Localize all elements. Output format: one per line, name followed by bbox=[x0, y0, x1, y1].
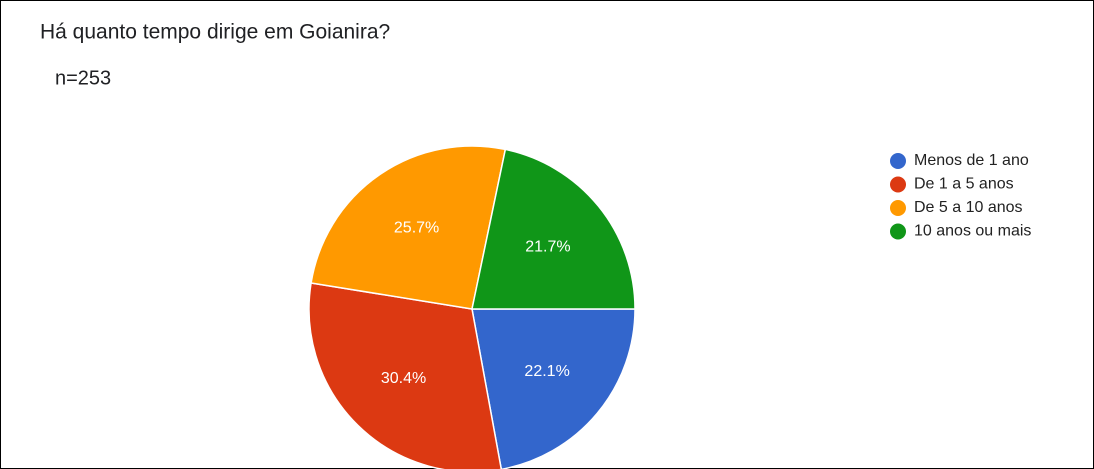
data-label: 25.7% bbox=[394, 220, 439, 237]
chart-title: Há quanto tempo dirige em Goianira? bbox=[40, 21, 390, 44]
legend-label: 10 anos ou mais bbox=[914, 223, 1031, 240]
pie-slice bbox=[310, 145, 507, 310]
legend-label: De 5 a 10 anos bbox=[914, 199, 1023, 216]
data-label: 22.1% bbox=[524, 363, 569, 380]
pie-slice bbox=[308, 282, 503, 469]
legend-swatch bbox=[890, 223, 906, 240]
legend-label: De 1 a 5 anos bbox=[914, 176, 1014, 193]
legend-label: Menos de 1 ano bbox=[914, 152, 1029, 169]
data-label: 30.4% bbox=[381, 370, 426, 387]
legend-swatch bbox=[890, 153, 906, 169]
legend-swatch bbox=[890, 176, 906, 193]
pie-slice bbox=[471, 308, 636, 469]
data-label: 21.7% bbox=[525, 239, 570, 256]
legend-swatch bbox=[890, 200, 906, 216]
pie-slice bbox=[471, 148, 636, 310]
chart-subtitle: n=253 bbox=[55, 67, 111, 89]
